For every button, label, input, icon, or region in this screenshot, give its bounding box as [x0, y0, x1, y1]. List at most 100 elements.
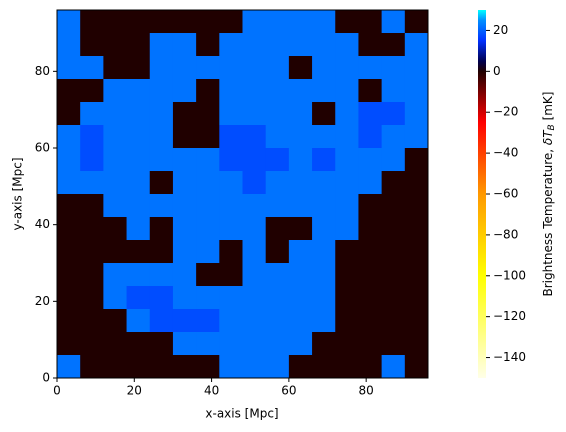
heatmap-cell: [358, 332, 383, 356]
heatmap-cell: [103, 56, 128, 80]
heatmap-cell: [312, 263, 336, 287]
heatmap-cell: [242, 332, 267, 356]
heatmap-cell: [404, 56, 429, 80]
heatmap-cell: [103, 148, 128, 172]
heatmap-cell: [335, 332, 359, 356]
heatmap-cell: [196, 10, 220, 34]
heatmap-cell: [358, 263, 383, 287]
heatmap-cell: [358, 125, 383, 149]
x-tick-label: 60: [281, 384, 296, 398]
heatmap-cell: [57, 79, 81, 103]
colorbar-tick-label: 0: [493, 64, 501, 78]
heatmap-cell: [80, 217, 104, 241]
heatmap-cell: [404, 148, 429, 172]
heatmap-cell: [172, 33, 197, 57]
heatmap-cell: [57, 171, 81, 195]
colorbar-tick-label: −20: [493, 105, 518, 119]
heatmap-cell: [265, 332, 290, 356]
x-tick-label: 40: [204, 384, 219, 398]
heatmap-cell: [57, 125, 81, 149]
heatmap-cell: [335, 194, 359, 218]
heatmap-cell: [335, 309, 359, 333]
heatmap-cell: [335, 148, 359, 172]
heatmap-cell: [149, 217, 174, 241]
heatmap-cell: [358, 240, 383, 264]
heatmap-cell: [358, 102, 383, 126]
heatmap-cell: [126, 263, 151, 287]
heatmap-cell: [404, 240, 429, 264]
heatmap-cell: [265, 194, 290, 218]
heatmap-cell: [358, 171, 383, 195]
heatmap-cell: [103, 309, 128, 333]
heatmap-cell: [265, 309, 290, 333]
heatmap-cell: [80, 263, 104, 287]
y-tick-label: 40: [35, 217, 50, 231]
heatmap-cell: [404, 217, 429, 241]
heatmap-cell: [219, 148, 243, 172]
heatmap-cell: [149, 332, 174, 356]
heatmap-cell: [103, 217, 128, 241]
heatmap-cell: [242, 355, 267, 379]
heatmap-cell: [196, 217, 220, 241]
heatmap-cell: [404, 194, 429, 218]
heatmap-cell: [265, 125, 290, 149]
heatmap-cell: [381, 240, 406, 264]
heatmap-cell: [242, 309, 267, 333]
heatmap-cell: [381, 125, 406, 149]
heatmap-cell: [265, 240, 290, 264]
heatmap-cell: [265, 10, 290, 34]
heatmap-cell: [172, 79, 197, 103]
heatmap-cell: [196, 332, 220, 356]
heatmap-cell: [57, 56, 81, 80]
heatmap-cell: [288, 10, 313, 34]
heatmap-cell: [196, 33, 220, 57]
heatmap-cell: [404, 10, 429, 34]
y-tick-label: 20: [35, 294, 50, 308]
colorbar-tick-label: −40: [493, 146, 518, 160]
heatmap-cell: [196, 240, 220, 264]
heatmap-cell: [80, 309, 104, 333]
heatmap-cell: [404, 171, 429, 195]
heatmap-cell: [265, 355, 290, 379]
heatmap-cell: [404, 309, 429, 333]
heatmap-cell: [172, 102, 197, 126]
heatmap-cell: [219, 102, 243, 126]
heatmap-cell: [172, 194, 197, 218]
heatmap-cell: [219, 194, 243, 218]
heatmap-cell: [242, 102, 267, 126]
heatmap-cell: [335, 102, 359, 126]
heatmap-cell: [103, 171, 128, 195]
heatmap-cell: [404, 286, 429, 310]
heatmap-cell: [358, 355, 383, 379]
y-tick-label: 0: [42, 371, 50, 385]
heatmap-cell: [404, 102, 429, 126]
heatmap-cell: [381, 286, 406, 310]
heatmap-cell: [196, 148, 220, 172]
heatmap-cell: [57, 286, 81, 310]
heatmap-cell: [335, 355, 359, 379]
heatmap-cell: [242, 79, 267, 103]
heatmap-cell: [242, 286, 267, 310]
heatmap-cell: [196, 56, 220, 80]
heatmap-cell: [149, 10, 174, 34]
heatmap-cell: [172, 171, 197, 195]
heatmap-cell: [312, 56, 336, 80]
heatmap-cell: [57, 263, 81, 287]
heatmap-cell: [312, 332, 336, 356]
heatmap-cell: [80, 79, 104, 103]
colorbar-tick-label: −60: [493, 187, 518, 201]
heatmap-cell: [381, 33, 406, 57]
heatmap-cell: [219, 286, 243, 310]
heatmap-cell: [312, 194, 336, 218]
heatmap-cell: [335, 125, 359, 149]
heatmap-cell: [265, 171, 290, 195]
heatmap-cell: [312, 286, 336, 310]
heatmap-cell: [149, 263, 174, 287]
heatmap-cell: [219, 171, 243, 195]
heatmap-cell: [404, 332, 429, 356]
heatmap-cell: [381, 309, 406, 333]
heatmap-cell: [196, 171, 220, 195]
heatmap-cell: [288, 309, 313, 333]
heatmap-cell: [149, 286, 174, 310]
heatmap-cell: [57, 240, 81, 264]
